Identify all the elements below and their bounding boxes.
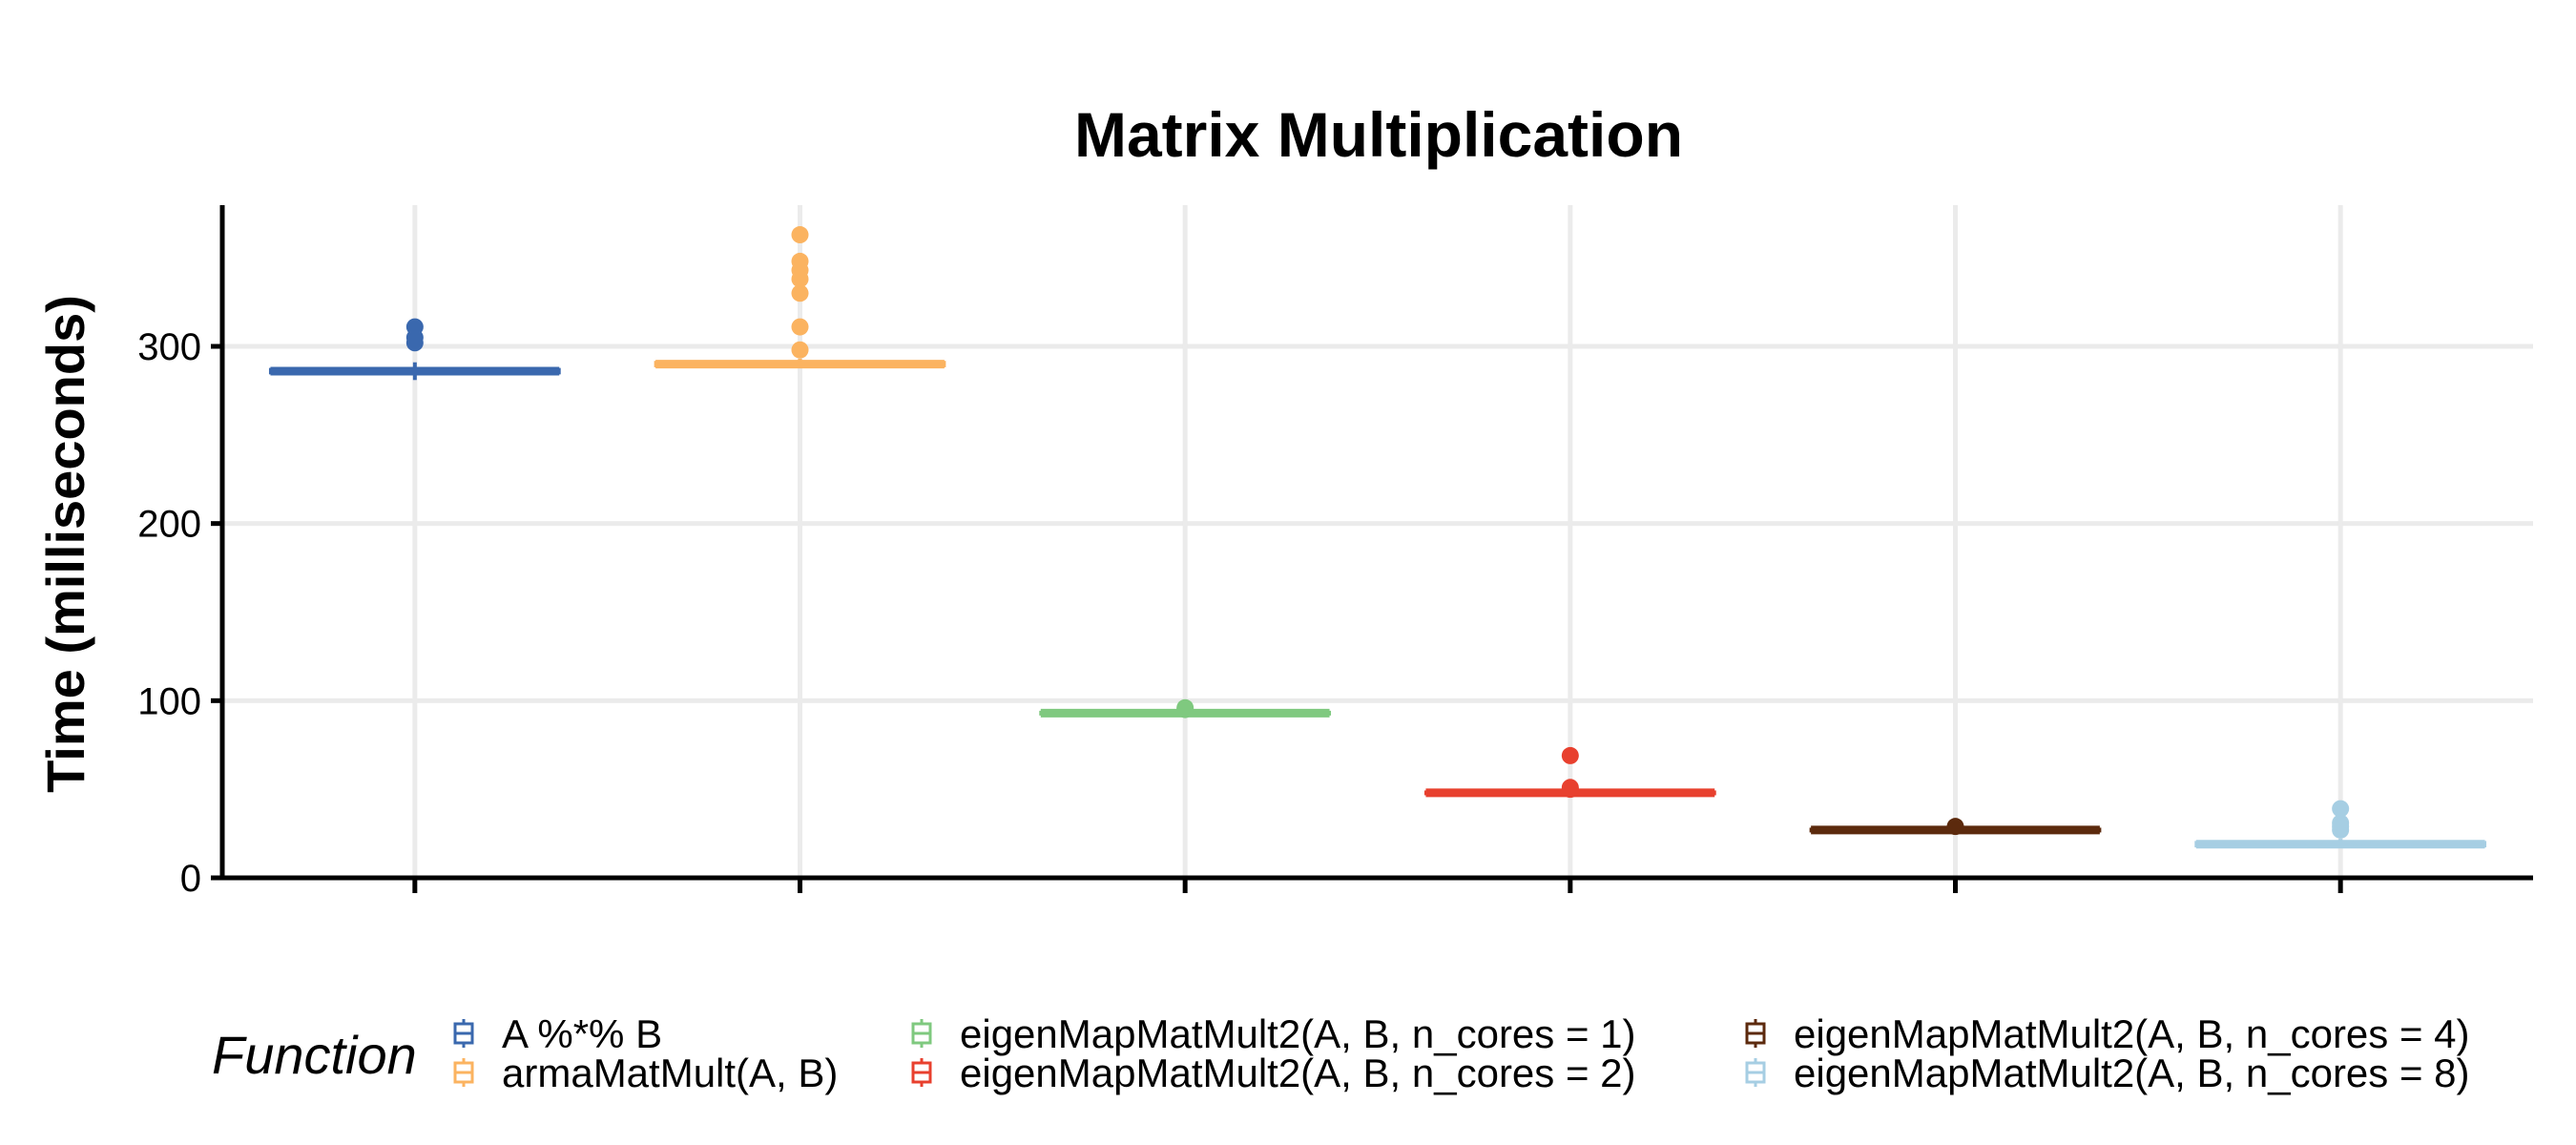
outliers (405, 226, 2350, 839)
y-tick-label: 0 (180, 858, 201, 900)
outlier-point (2332, 800, 2350, 818)
legend-label: eigenMapMatMult2(A, B, n_cores = 4) (1794, 1011, 2470, 1056)
y-tick-label: 200 (137, 504, 201, 546)
outlier-point (1561, 746, 1579, 764)
legend-title: Function (212, 1025, 417, 1085)
legend-entry-1: A %*% B (453, 1011, 662, 1056)
outlier-point (791, 226, 809, 244)
legend-entry-3: eigenMapMatMult2(A, B, n_cores = 1) (911, 1011, 1636, 1056)
legend-label: eigenMapMatMult2(A, B, n_cores = 2) (960, 1051, 1636, 1095)
outlier-point (1176, 698, 1195, 717)
legend-entry-4: eigenMapMatMult2(A, B, n_cores = 2) (911, 1051, 1636, 1095)
y-axis-label: Time (milliseconds) (35, 295, 95, 793)
boxplot-1 (268, 362, 561, 381)
y-tick-label: 100 (137, 680, 201, 722)
legend-label: armaMatMult(A, B) (502, 1051, 838, 1095)
boxplot-6 (2194, 839, 2487, 849)
outlier-point (791, 341, 809, 359)
outlier-point (791, 252, 809, 270)
boxplot-2 (654, 358, 946, 369)
chart-title: Matrix Multiplication (1074, 99, 1683, 170)
legend-label: eigenMapMatMult2(A, B, n_cores = 8) (1794, 1051, 2470, 1095)
boxes (268, 358, 2487, 849)
outlier-point (1946, 818, 1964, 836)
legend-entry-6: eigenMapMatMult2(A, B, n_cores = 8) (1745, 1051, 2470, 1095)
legend-entry-5: eigenMapMatMult2(A, B, n_cores = 4) (1745, 1011, 2470, 1056)
legend-label: eigenMapMatMult2(A, B, n_cores = 1) (960, 1011, 1636, 1056)
outlier-point (1561, 779, 1579, 797)
gridlines (222, 205, 2533, 881)
outlier-point (791, 284, 809, 302)
legend-entry-2: armaMatMult(A, B) (453, 1051, 838, 1095)
outlier-point (405, 318, 424, 336)
axes: 0 100 200 300 (137, 205, 2533, 900)
legend-label: A %*% B (502, 1011, 662, 1056)
outlier-point (2332, 814, 2350, 832)
y-tick-label: 300 (137, 326, 201, 368)
outlier-point (791, 318, 809, 336)
